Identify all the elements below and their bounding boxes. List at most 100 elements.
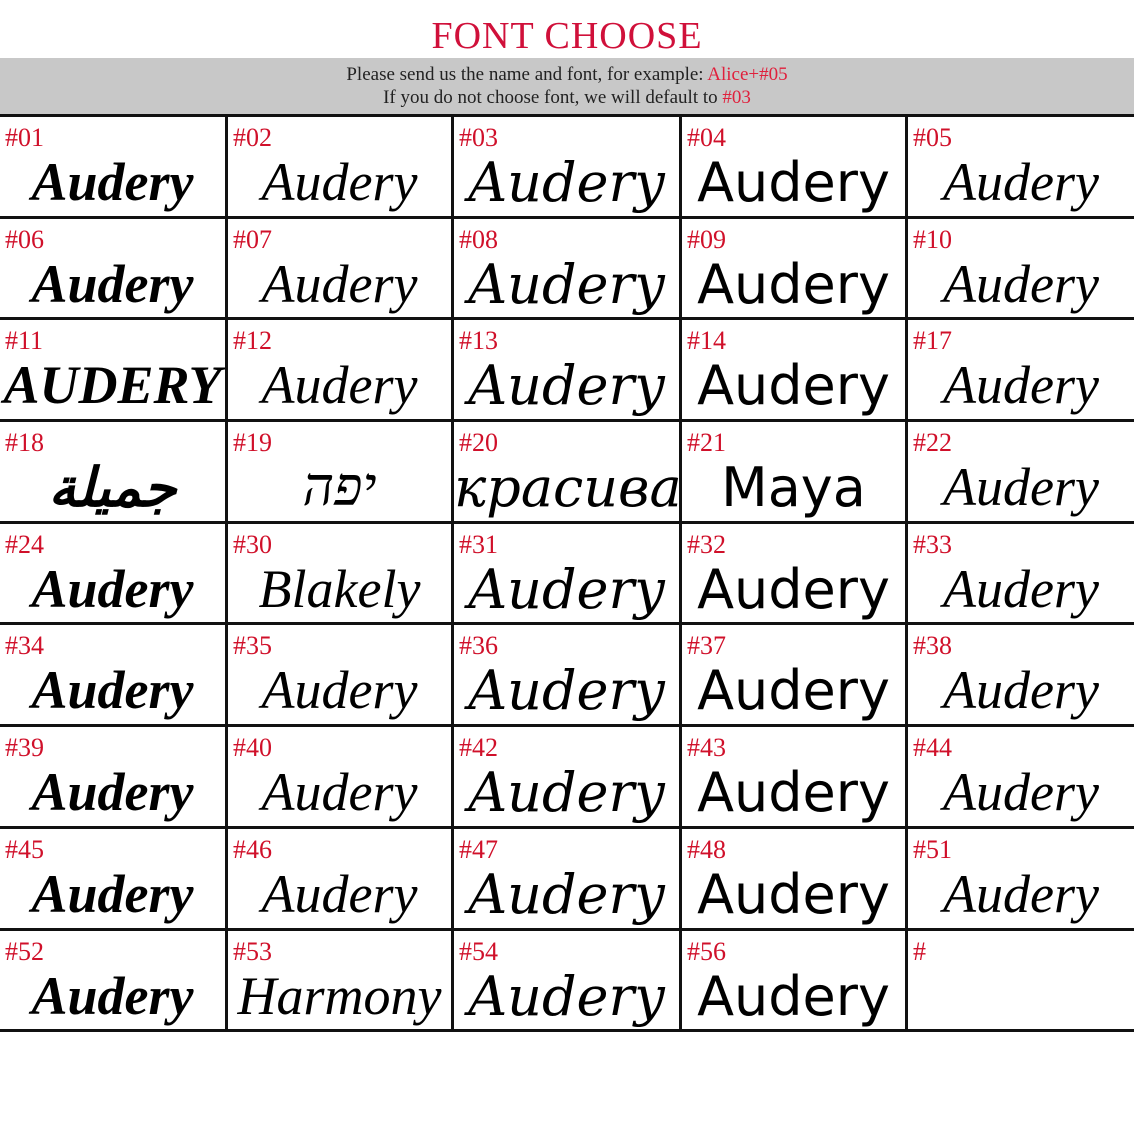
font-number: #21 bbox=[687, 428, 726, 458]
font-option-cell: #39 Audery bbox=[0, 727, 228, 829]
font-number: #19 bbox=[233, 428, 272, 458]
font-number: #51 bbox=[913, 834, 952, 864]
font-sample: Audery bbox=[697, 252, 890, 316]
font-option-cell: #20красивая bbox=[454, 422, 682, 524]
font-option-cell: #06 Audery bbox=[0, 218, 228, 321]
font-sample: Audery bbox=[943, 355, 1099, 416]
font-number: #48 bbox=[687, 834, 726, 864]
font-sample: Audery bbox=[261, 355, 418, 416]
font-option-cell: #47 Audery bbox=[454, 828, 682, 931]
font-number: #04 bbox=[687, 123, 726, 152]
font-number: #44 bbox=[913, 733, 952, 763]
font-option-cell: #11 AUDERY bbox=[0, 320, 228, 423]
font-option-cell: #52 Audery bbox=[0, 930, 228, 1033]
font-option-cell: #19 יפה bbox=[228, 422, 454, 524]
font-option-cell: #46 Audery bbox=[228, 828, 454, 931]
font-number: #35 bbox=[233, 631, 272, 661]
font-sample: Audery bbox=[31, 762, 194, 823]
font-number: #33 bbox=[913, 529, 952, 559]
font-number: #02 bbox=[233, 123, 272, 152]
font-number: #40 bbox=[233, 733, 272, 763]
font-number: #30 bbox=[233, 529, 272, 559]
font-sample: Audery bbox=[468, 761, 665, 825]
font-sample: AUDERY bbox=[3, 355, 222, 416]
font-sample: Audery bbox=[31, 558, 194, 619]
font-option-cell: #43 Audery bbox=[682, 727, 908, 829]
font-number: #38 bbox=[913, 631, 952, 661]
font-option-cell: #05 Audery bbox=[908, 117, 1134, 219]
font-option-cell: #35 Audery bbox=[228, 625, 454, 728]
font-number: #11 bbox=[5, 326, 44, 356]
font-option-cell: #42 Audery bbox=[454, 727, 682, 829]
font-option-cell: #01 Audery bbox=[0, 117, 228, 219]
font-option-cell: #22 Audery bbox=[908, 422, 1134, 524]
font-option-cell: #45 Audery bbox=[0, 828, 228, 931]
font-option-cell: #54 Audery bbox=[454, 930, 682, 1033]
example-value: Alice+#05 bbox=[707, 64, 788, 85]
font-option-cell: #04 Audery bbox=[682, 117, 908, 219]
font-number: #06 bbox=[5, 224, 44, 254]
font-sample: Audery bbox=[31, 152, 194, 212]
font-grid: #01 Audery #02 Audery #03 Audery #04 Audery #05 A… bbox=[0, 114, 1134, 1134]
font-sample: Maya bbox=[721, 456, 866, 520]
font-option-cell: #21 Maya bbox=[682, 422, 908, 524]
font-number: #32 bbox=[687, 529, 726, 559]
font-number: #10 bbox=[913, 224, 952, 254]
font-number: #18 bbox=[5, 428, 44, 458]
font-sample: Audery bbox=[261, 762, 418, 823]
font-sample: Audery bbox=[31, 965, 194, 1026]
font-option-cell: #18 جميلة bbox=[0, 422, 228, 524]
font-sample: Harmony bbox=[237, 965, 442, 1026]
font-number: #43 bbox=[687, 733, 726, 763]
font-number: #36 bbox=[459, 631, 498, 661]
font-sample: Audery bbox=[468, 862, 665, 926]
font-sample: Audery bbox=[697, 151, 890, 214]
font-sample: Audery bbox=[943, 253, 1099, 314]
font-sample: Audery bbox=[943, 558, 1099, 619]
font-number: #31 bbox=[459, 529, 498, 559]
font-sample: Audery bbox=[697, 557, 890, 621]
font-option-cell: #17 Audery bbox=[908, 320, 1134, 423]
instruction-line-2: If you do not choose font, we will defau… bbox=[0, 86, 1134, 109]
font-option-cell: #44 Audery bbox=[908, 727, 1134, 829]
instructions-banner: Please send us the name and font, for ex… bbox=[0, 58, 1134, 114]
default-value: #03 bbox=[722, 87, 751, 108]
font-sample: Audery bbox=[31, 253, 194, 314]
font-number: #37 bbox=[687, 631, 726, 661]
font-option-cell: #12 Audery bbox=[228, 320, 454, 423]
page-title: FONT CHOOSE bbox=[431, 15, 703, 57]
font-number: #03 bbox=[459, 123, 498, 152]
font-sample: красивая bbox=[454, 456, 682, 520]
font-number: #09 bbox=[687, 224, 726, 254]
font-option-cell: #24 Audery bbox=[0, 523, 228, 626]
font-number: #52 bbox=[5, 936, 44, 966]
font-option-cell: #33 Audery bbox=[908, 524, 1134, 626]
font-number: #08 bbox=[459, 224, 498, 254]
font-number: #47 bbox=[459, 834, 498, 864]
font-option-cell: #51 Audery bbox=[908, 829, 1134, 931]
font-number: #54 bbox=[459, 936, 498, 966]
font-number: #56 bbox=[687, 936, 726, 966]
font-option-cell: #31 Audery bbox=[454, 523, 682, 626]
font-sample: Audery bbox=[697, 761, 890, 825]
font-number: #05 bbox=[913, 123, 952, 152]
font-sample: Audery bbox=[943, 863, 1099, 924]
font-sample: Audery bbox=[697, 659, 890, 723]
font-sample: Audery bbox=[31, 863, 194, 924]
font-option-cell: #36 Audery bbox=[454, 625, 682, 728]
font-option-cell: #07 Audery bbox=[228, 218, 454, 321]
font-number: #39 bbox=[5, 733, 44, 763]
font-option-cell: #08 Audery bbox=[454, 218, 682, 321]
font-sample: Audery bbox=[31, 660, 194, 721]
font-option-cell: #37 Audery bbox=[682, 625, 908, 728]
font-number: #01 bbox=[5, 123, 44, 152]
font-number: #14 bbox=[687, 326, 726, 356]
font-option-cell: #02 Audery bbox=[228, 117, 454, 219]
font-sample: Audery bbox=[468, 354, 665, 418]
font-number: #22 bbox=[913, 428, 952, 458]
font-sample: Audery bbox=[261, 863, 418, 924]
font-sample: Audery bbox=[943, 762, 1099, 823]
font-number: #13 bbox=[459, 326, 498, 356]
font-sample: جميلة bbox=[48, 458, 177, 519]
font-option-cell: #32 Audery bbox=[682, 523, 908, 626]
